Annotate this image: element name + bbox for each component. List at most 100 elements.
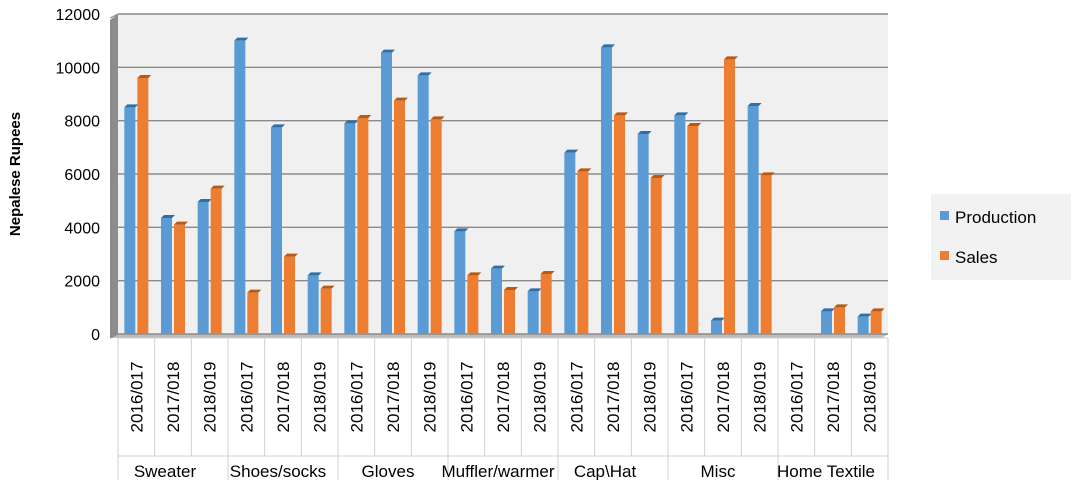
x-group-labels: Sweater Shoes/socks Gloves Muffler/warmer Ca… — [134, 462, 875, 480]
bar-production-top — [674, 112, 689, 116]
bar-sales — [467, 275, 479, 334]
y-tick-label: 0 — [91, 327, 100, 344]
gridline-depth — [109, 226, 119, 232]
bar-sales-top — [614, 112, 628, 116]
category-label: 2018/019 — [421, 362, 440, 433]
legend-label-production: Production — [955, 208, 1036, 227]
bar-production — [381, 52, 392, 335]
bar-sales-top — [504, 287, 518, 290]
bar-sales — [284, 256, 295, 334]
bar-production-top — [491, 265, 505, 269]
bar-production — [234, 40, 246, 335]
category-label: 2016/017 — [457, 362, 476, 433]
axes — [117, 337, 889, 480]
category-label: 2017/018 — [384, 362, 403, 433]
bar-sales — [320, 288, 332, 334]
group-label: Sweater — [134, 462, 197, 480]
bar-sales — [614, 115, 625, 334]
bar-production — [601, 47, 612, 334]
category-label: 2017/018 — [164, 362, 183, 433]
category-label: 2018/019 — [201, 362, 220, 433]
bar-sales-top — [430, 116, 445, 120]
bar-sales — [137, 78, 149, 334]
category-label: 2017/018 — [714, 362, 733, 433]
bar-sales — [760, 175, 772, 334]
bar-production — [747, 106, 759, 334]
bar-production-top — [234, 37, 249, 41]
category-label: 2016/017 — [127, 362, 146, 433]
bar-sales-top — [540, 271, 555, 274]
category-label: 2016/017 — [237, 362, 256, 433]
category-label: 2017/018 — [604, 362, 623, 433]
floor — [110, 334, 888, 338]
bar-production-top — [821, 308, 835, 312]
bar-sales — [577, 171, 589, 334]
group-label: Shoes/socks — [230, 462, 326, 480]
bar-production-top — [637, 131, 652, 134]
bar-sales — [430, 119, 442, 334]
y-tick-label: 10000 — [56, 60, 101, 77]
legend-swatch-sales — [940, 251, 949, 260]
gridline-depth — [109, 333, 119, 339]
category-label: 2017/018 — [824, 362, 843, 433]
bar-production-top — [271, 124, 285, 128]
bar-production — [491, 268, 502, 334]
bar-production-top — [161, 215, 175, 218]
bar-production — [637, 134, 649, 334]
bars — [124, 37, 885, 335]
bar-production-top — [747, 103, 762, 106]
category-label: 2016/017 — [677, 362, 696, 433]
category-label: 2016/017 — [347, 362, 366, 433]
y-axis-title: Nepalese Rupees — [7, 112, 24, 236]
bar-sales-top — [870, 308, 885, 312]
y-tick-label: 12000 — [56, 7, 101, 24]
bar-production — [674, 115, 686, 334]
bar-production — [344, 123, 356, 334]
category-label: 2016/017 — [567, 362, 586, 433]
legend-label-sales: Sales — [955, 248, 998, 267]
bar-sales — [650, 178, 662, 334]
bar-sales-top — [210, 185, 225, 189]
gridlines — [109, 13, 888, 339]
bar-production — [197, 202, 209, 334]
bar-production — [821, 311, 832, 334]
bar-sales-top — [467, 272, 482, 276]
bar-sales-top — [394, 97, 408, 101]
bar-sales — [357, 118, 369, 334]
y-tick-label: 8000 — [64, 114, 100, 131]
bar-production — [711, 320, 722, 334]
category-label: 2017/018 — [494, 362, 513, 433]
bar-production-top — [527, 288, 542, 292]
legend: Production Sales — [931, 194, 1071, 280]
legend-swatch-production — [940, 211, 949, 220]
category-label: 2016/017 — [787, 362, 806, 433]
gridline-depth — [109, 66, 119, 72]
bar-sales — [247, 292, 259, 334]
y-tick-label: 2000 — [64, 274, 100, 291]
category-label: 2018/019 — [751, 362, 770, 433]
category-label: 2018/019 — [311, 362, 330, 433]
category-label: 2018/019 — [531, 362, 550, 433]
group-label: Home Textile — [777, 462, 875, 480]
category-label: 2018/019 — [861, 362, 880, 433]
bar-production — [161, 218, 172, 334]
bar-production — [307, 275, 319, 334]
bar-sales-top — [834, 304, 848, 308]
group-label: Cap\Hat — [574, 462, 637, 480]
bar-sales — [174, 224, 185, 334]
bar-sales — [724, 59, 735, 334]
bar-production-top — [417, 72, 432, 76]
category-label: 2017/018 — [274, 362, 293, 433]
bar-sales — [834, 307, 845, 334]
bar-production-top — [601, 44, 615, 48]
bar-sales — [394, 100, 405, 335]
bar-sales — [504, 290, 515, 334]
bar-sales — [210, 188, 222, 334]
bar-sales-top — [687, 123, 702, 126]
gridline-depth — [109, 13, 119, 19]
y-tick-label: 6000 — [64, 167, 100, 184]
bar-sales-top — [760, 172, 775, 176]
bar-sales-top — [357, 115, 372, 118]
bar-sales — [540, 274, 552, 334]
